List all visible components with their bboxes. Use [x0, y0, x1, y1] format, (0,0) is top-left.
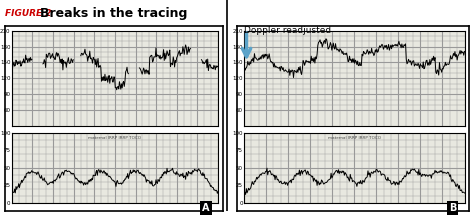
Text: maternal IRRP IRRP TOCO: maternal IRRP IRRP TOCO: [89, 136, 141, 140]
Text: B: B: [449, 203, 456, 213]
Text: Doppler readjusted: Doppler readjusted: [244, 26, 331, 35]
Text: A: A: [202, 203, 210, 213]
Text: Breaks in the tracing: Breaks in the tracing: [40, 7, 188, 20]
Text: FIGURE 2: FIGURE 2: [5, 9, 51, 18]
Text: maternal IRRP IRRP TOCO: maternal IRRP IRRP TOCO: [328, 136, 381, 140]
